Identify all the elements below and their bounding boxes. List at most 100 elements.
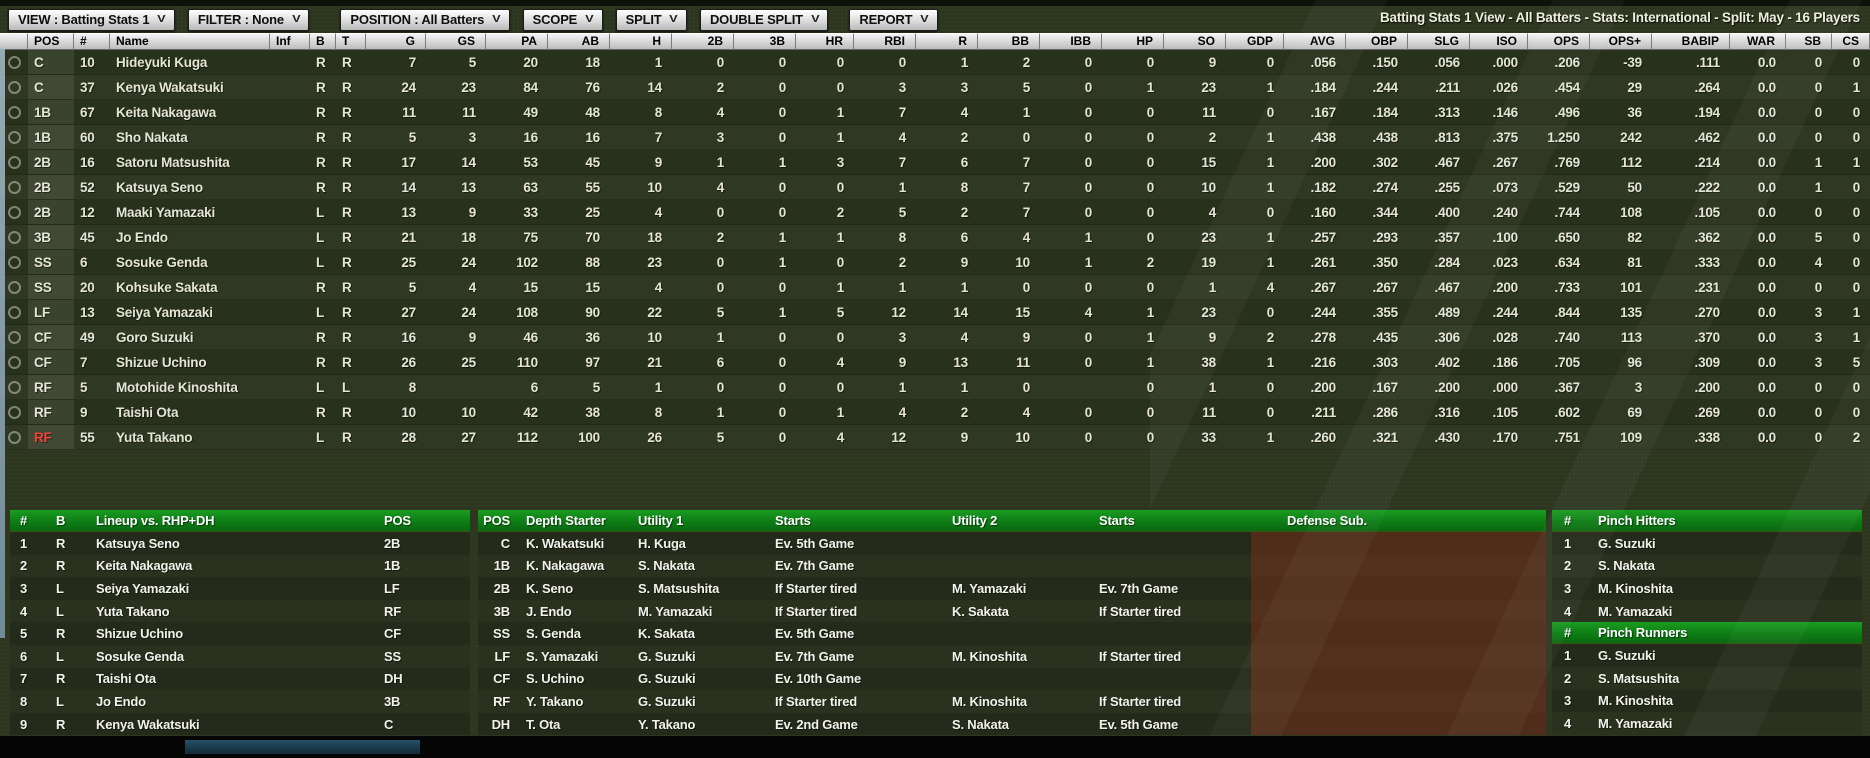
stats-header-hr[interactable]: HR xyxy=(796,33,854,50)
radio-circle-icon[interactable] xyxy=(7,55,21,69)
stats-row[interactable]: 2B 52 Katsuya Seno R R 14 13 63 55 10 4 0 0 1 8 7 0 0 10 1.… xyxy=(0,175,1870,200)
stats-header-gdp[interactable]: GDP xyxy=(1226,33,1284,50)
lineup-row[interactable]: 8 L Jo Endo 3B xyxy=(10,690,470,713)
radio-circle-icon[interactable] xyxy=(7,205,21,219)
stats-row[interactable]: 2B 16 Satoru Matsushita R R 17 14 53 45 9 1 1 3 7 6 7 0 0… xyxy=(0,150,1870,175)
lineup-row[interactable]: 3 L Seiya Yamazaki LF xyxy=(10,577,470,600)
stats-row[interactable]: 3B 45 Jo Endo L R 21 18 75 70 18 2 1 1 8 6 4 1 0 23 1.257.2… xyxy=(0,225,1870,250)
pinch-hitter-row[interactable]: 1 G. Suzuki xyxy=(1552,532,1862,555)
pinch-hitter-row[interactable]: 4 M. Yamazaki xyxy=(1552,599,1862,623)
stats-row[interactable]: SS 20 Kohsuke Sakata R R 5 4 15 15 4 0 0 1 1 1 0 0 0 1 4 .26… xyxy=(0,275,1870,300)
stats-header-ibb[interactable]: IBB xyxy=(1040,33,1102,50)
radio-circle-icon[interactable] xyxy=(7,430,21,444)
depth-row[interactable]: 2B K. Seno S. Matsushita If Starter tired M.… xyxy=(478,577,1546,600)
radio-circle-icon[interactable] xyxy=(7,130,21,144)
depth-row[interactable]: LF S. Yamazaki G. Suzuki Ev. 7th Game M. Kin… xyxy=(478,644,1546,668)
stats-row[interactable]: CF 49 Goro Suzuki R R 16 9 46 36 10 1 0 0 3 4 9 0 1 9 2.278… xyxy=(0,325,1870,350)
stats-header-t[interactable]: T xyxy=(336,33,366,50)
radio-circle-icon[interactable] xyxy=(7,80,21,94)
stats-header-ops-plus[interactable]: OPS+ xyxy=(1590,33,1652,50)
depth-row[interactable]: SS S. Genda K. Sakata Ev. 5th Game xyxy=(478,622,1546,645)
stats-row[interactable]: 1B 60 Sho Nakata R R 5 3 16 16 7 3 0 1 4 2 0 0 0 2 1 .438 .43… xyxy=(0,125,1870,150)
radio-circle-icon[interactable] xyxy=(7,255,21,269)
stats-row[interactable]: LF 13 Seiya Yamazaki L R 27 24 108 90 22 5 1 5 12 14 15… xyxy=(0,300,1870,325)
pinch-hitter-row[interactable]: 2 S. Nakata xyxy=(1552,554,1862,578)
left-edge-decoration xyxy=(0,48,5,638)
stats-header-g[interactable]: G xyxy=(366,33,426,50)
radio-circle-icon[interactable] xyxy=(7,280,21,294)
stats-header-sb[interactable]: SB xyxy=(1786,33,1832,50)
depth-row[interactable]: C K. Wakatsuki H. Kuga Ev. 5th Game xyxy=(478,532,1546,555)
radio-circle-icon[interactable] xyxy=(7,305,21,319)
pinch-runner-row[interactable]: 1 G. Suzuki xyxy=(1552,644,1862,667)
depth-row[interactable]: CF S. Uchino G. Suzuki Ev. 10th Game xyxy=(478,667,1546,691)
double-split-dropdown-button[interactable]: DOUBLE SPLIT V xyxy=(699,8,829,31)
radio-circle-icon[interactable] xyxy=(7,405,21,419)
stats-row[interactable]: C 37 Kenya Wakatsuki R R 24 23 84 76 14 2 0 0 3 3 5 0 1 23… xyxy=(0,75,1870,100)
panel-cell: S. Genda xyxy=(526,626,581,642)
radio-circle-icon[interactable] xyxy=(7,155,21,169)
stats-header-so[interactable]: SO xyxy=(1164,33,1226,50)
stats-header-b[interactable]: B xyxy=(310,33,336,50)
stats-header-war[interactable]: WAR xyxy=(1730,33,1786,50)
stats-row[interactable]: RF 9 Taishi Ota R R 10 10 42 38 8 1 0 1 4 2 4 0 0 11 0.211.… xyxy=(0,400,1870,425)
stats-header-bb[interactable]: BB xyxy=(978,33,1040,50)
lineup-row[interactable]: 2 R Keita Nakagawa 1B xyxy=(10,554,470,578)
lineup-row[interactable]: 5 R Shizue Uchino CF xyxy=(10,622,470,645)
radio-circle-icon[interactable] xyxy=(7,230,21,244)
stats-header-name[interactable]: Name xyxy=(110,33,270,50)
stats-header-pos[interactable]: POS xyxy=(28,33,74,50)
cell-war: 0.0 xyxy=(1757,254,1776,270)
stats-row[interactable]: 2B 12 Maaki Yamazaki L R 13 9 33 25 4 0 0 2 5 2 7 0 0 4 0.1… xyxy=(0,200,1870,225)
radio-circle-icon[interactable] xyxy=(7,380,21,394)
stats-header-obp[interactable]: OBP xyxy=(1346,33,1408,50)
stats-header-cs[interactable]: CS xyxy=(1832,33,1870,50)
stats-row[interactable]: CF 7 Shizue Uchino R R 26 25 110 97 21 6 0 4 9 13 11 0 1 3… xyxy=(0,350,1870,375)
stats-header-num[interactable]: # xyxy=(74,33,110,50)
stats-header-r[interactable]: R xyxy=(916,33,978,50)
lineup-row[interactable]: 7 R Taishi Ota DH xyxy=(10,667,470,691)
stats-header-iso[interactable]: ISO xyxy=(1470,33,1528,50)
position-dropdown-button[interactable]: POSITION : All Batters V xyxy=(340,8,510,31)
pinch-hitter-row[interactable]: 3 M. Kinoshita xyxy=(1552,577,1862,600)
radio-circle-icon[interactable] xyxy=(7,330,21,344)
stats-row[interactable]: C 10 Hideyuki Kuga R R 7 5 20 18 1 0 0 0 0 1 2 0 0 9 0.056.… xyxy=(0,50,1870,75)
depth-row[interactable]: 1B K. Nakagawa S. Nakata Ev. 7th Game xyxy=(478,554,1546,578)
lineup-row[interactable]: 1 R Katsuya Seno 2B xyxy=(10,532,470,555)
report-dropdown-button[interactable]: REPORT V xyxy=(849,8,938,31)
stats-header-ops[interactable]: OPS xyxy=(1528,33,1590,50)
radio-circle-icon[interactable] xyxy=(7,105,21,119)
lineup-row[interactable]: 6 L Sosuke Genda SS xyxy=(10,644,470,668)
stats-header-slg[interactable]: SLG xyxy=(1408,33,1470,50)
stats-row[interactable]: SS 6 Sosuke Genda L R 25 24 102 88 23 0 1 0 2 9 10 1 2 19 1… xyxy=(0,250,1870,275)
radio-circle-icon[interactable] xyxy=(7,180,21,194)
depth-row[interactable]: RF Y. Takano G. Suzuki If Starter tired M. K… xyxy=(478,690,1546,713)
stats-header-hp[interactable]: HP xyxy=(1102,33,1164,50)
stats-row[interactable]: RF 55 Yuta Takano L R 28 27 112 100 26 5 0 4 12 9 10 0 0 3… xyxy=(0,425,1870,450)
stats-header-rbi[interactable]: RBI xyxy=(854,33,916,50)
stats-header-gs[interactable]: GS xyxy=(426,33,486,50)
pinch-runner-row[interactable]: 4 M. Yamazaki xyxy=(1552,712,1862,735)
stats-header-inf[interactable]: Inf xyxy=(270,33,310,50)
view-dropdown-button[interactable]: VIEW : Batting Stats 1 V xyxy=(8,8,175,31)
filter-dropdown-button[interactable]: FILTER : None V xyxy=(187,8,310,31)
pinch-runner-row[interactable]: 3 M. Kinoshita xyxy=(1552,689,1862,713)
stats-header-pa[interactable]: PA xyxy=(486,33,548,50)
cell-ops: 1.250 xyxy=(1547,129,1580,145)
split-dropdown-button[interactable]: SPLIT V xyxy=(615,8,687,31)
radio-circle-icon[interactable] xyxy=(7,355,21,369)
scope-dropdown-button[interactable]: SCOPE V xyxy=(522,8,603,31)
depth-row[interactable]: DH T. Ota Y. Takano Ev. 2nd Game S. Nakata Ev… xyxy=(478,712,1546,736)
stats-header-h[interactable]: H xyxy=(610,33,672,50)
stats-header-2b[interactable]: 2B xyxy=(672,33,734,50)
lineup-row[interactable]: 9 R Kenya Wakatsuki C xyxy=(10,712,470,736)
stats-header-ab[interactable]: AB xyxy=(548,33,610,50)
lineup-row[interactable]: 4 L Yuta Takano RF xyxy=(10,599,470,623)
stats-row[interactable]: 1B 67 Keita Nakagawa R R 11 11 49 48 8 4 0 1 7 4 1 0 0 11 0… xyxy=(0,100,1870,125)
stats-header-babip[interactable]: BABIP xyxy=(1652,33,1730,50)
stats-header-3b[interactable]: 3B xyxy=(734,33,796,50)
stats-row[interactable]: RF 5 Motohide Kinoshita L L 8 6 5 1 0 0 0 1 1 0 0 1 0 .200… xyxy=(0,375,1870,400)
pinch-runner-row[interactable]: 2 S. Matsushita xyxy=(1552,666,1862,690)
depth-row[interactable]: 3B J. Endo M. Yamazaki If Starter tired K. S… xyxy=(478,599,1546,623)
stats-header-avg[interactable]: AVG xyxy=(1284,33,1346,50)
